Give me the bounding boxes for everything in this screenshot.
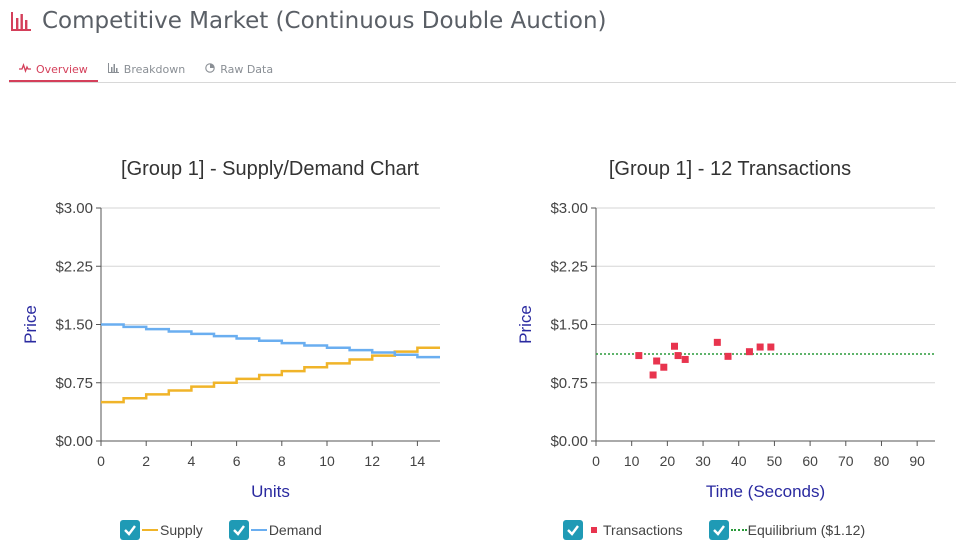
transactions-legend: Transactions Equilibrium ($1.12) [563,520,891,540]
legend-equilibrium[interactable]: Equilibrium ($1.12) [708,520,866,540]
page-header: Competitive Market (Continuous Double Au… [10,4,607,38]
y-tick-label: $3.00 [55,200,93,217]
x-tick-label: 6 [233,453,241,469]
y-tick-label: $0.00 [55,433,93,450]
demand-series-line [101,323,440,359]
transaction-point [724,352,732,360]
supply-demand-chart-title: [Group 1] - Supply/Demand Chart [121,158,419,180]
tab-overview-label: Overview [36,62,88,76]
x-tick-label: 10 [319,453,335,469]
y-tick-label: $1.50 [550,317,588,334]
supply-line-swatch [142,529,158,531]
checkbox-checked-icon[interactable] [120,520,140,540]
demand-line-swatch [250,529,267,531]
checkbox-checked-icon[interactable] [708,520,729,540]
x-tick-label: 90 [909,453,925,469]
transactions-marker-swatch [591,527,597,533]
legend-demand[interactable]: Demand [228,520,322,540]
x-tick-label: 60 [802,453,818,469]
transaction-point [681,355,689,363]
bar-chart-icon [11,12,31,31]
tab-overview[interactable]: Overview [9,58,98,82]
x-tick-label: 4 [188,453,196,469]
y-axis-title: Price [516,305,535,344]
y-tick-label: $0.00 [550,433,588,450]
y-tick-label: $2.25 [550,258,588,275]
x-tick-label: 0 [592,453,600,469]
tab-breakdown[interactable]: Breakdown [98,58,195,81]
transaction-point [745,348,753,356]
equilibrium-line-swatch [730,529,747,531]
x-tick-label: 40 [731,453,747,469]
x-tick-label: 12 [364,453,380,469]
x-tick-label: 80 [874,453,890,469]
legend-transactions[interactable]: Transactions [563,520,683,540]
tab-bar: Overview Breakdown Raw Data [9,58,956,83]
supply-demand-legend: Supply Demand [120,520,348,540]
checkbox-checked-icon[interactable] [563,520,583,540]
y-tick-label: $1.50 [55,317,93,334]
transaction-point [713,338,721,346]
transaction-point [653,357,661,365]
y-axis-title: Price [21,305,40,344]
x-axis-title: Time (Seconds) [706,482,825,501]
legend-demand-label: Demand [268,522,322,538]
transactions-chart: $0.00 $0.75 $1.50 $2.25 $3.00 0 10 20 30 40 50 60 70… [516,200,935,501]
transaction-point [660,363,668,371]
tab-raw-data[interactable]: Raw Data [195,58,283,81]
x-tick-label: 10 [624,453,640,469]
transaction-point [635,352,643,360]
legend-equilibrium-label: Equilibrium ($1.12) [747,522,866,538]
x-tick-label: 30 [695,453,711,469]
checkbox-checked-icon[interactable] [228,520,249,540]
x-tick-label: 70 [838,453,854,469]
y-tick-label: $3.00 [550,200,588,217]
supply-demand-chart: $0.00 $0.75 $1.50 $2.25 $3.00 0 2 4 6 8 10 12 14 Unit… [21,200,440,501]
bar-chart-icon [107,63,119,76]
legend-transactions-label: Transactions [603,522,683,538]
transaction-point [674,352,682,360]
x-tick-label: 20 [660,453,676,469]
transaction-point [671,342,679,350]
x-tick-label: 8 [278,453,286,469]
x-axis-title: Units [251,482,290,501]
transaction-point [649,371,657,379]
x-tick-label: 50 [767,453,783,469]
transaction-point [756,343,764,351]
transaction-point [767,343,775,351]
x-tick-label: 0 [97,453,105,469]
x-tick-label: 2 [142,453,150,469]
transactions-chart-title: [Group 1] - 12 Transactions [608,158,852,180]
y-tick-label: $0.75 [55,375,93,392]
tab-raw-data-label: Raw Data [220,63,274,76]
pulse-icon [19,62,31,76]
x-tick-label: 14 [410,453,426,469]
legend-supply-label: Supply [160,522,203,538]
tab-breakdown-label: Breakdown [123,63,186,76]
y-tick-label: $0.75 [550,375,588,392]
pie-chart-icon [205,63,215,76]
supply-series-line [101,346,440,404]
y-tick-label: $2.25 [55,258,93,275]
page-title: Competitive Market (Continuous Double Au… [42,8,607,34]
legend-supply[interactable]: Supply [120,520,203,540]
